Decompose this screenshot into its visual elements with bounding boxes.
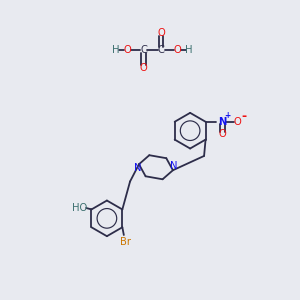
Text: N: N: [134, 163, 142, 173]
Text: +: +: [225, 111, 231, 120]
Text: Br: Br: [120, 236, 131, 247]
Text: H: H: [185, 45, 193, 56]
Text: C: C: [158, 45, 165, 56]
Text: O: O: [140, 63, 147, 73]
Text: -: -: [241, 110, 247, 123]
Text: O: O: [158, 28, 165, 38]
Text: O: O: [124, 45, 132, 56]
Text: H: H: [112, 45, 120, 56]
Text: N: N: [218, 117, 227, 127]
Text: O: O: [219, 129, 226, 139]
Text: C: C: [140, 45, 147, 56]
Text: O: O: [173, 45, 181, 56]
Text: O: O: [233, 117, 241, 127]
Text: HO: HO: [72, 203, 87, 213]
Text: N: N: [170, 161, 178, 171]
